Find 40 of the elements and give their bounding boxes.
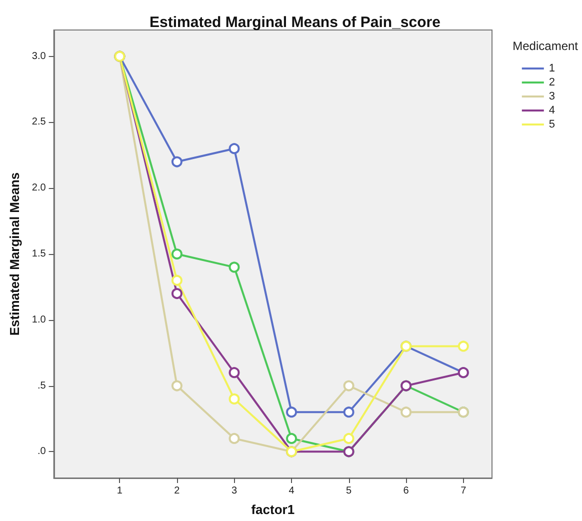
y-tick-label: 2.0 [32,182,46,194]
x-axis-title: factor1 [251,502,295,517]
point [343,432,354,444]
point [171,156,182,168]
legend-label: 4 [548,104,556,116]
x-tick-label: 7 [460,486,467,496]
chart-title: Estimated Marginal Means of Pain_score [150,14,440,31]
point [458,340,469,352]
x-tick-label: 2 [174,486,180,496]
legend-label: 3 [548,90,556,102]
point [286,432,298,444]
y-tick-label: 1.5 [32,248,46,260]
x-tick-label: 4 [288,486,295,496]
y-tick-label: 2.5 [32,116,46,128]
legend-title: Medicament [512,39,579,53]
point [400,406,412,418]
point [343,406,354,418]
point [228,393,240,404]
y-tick-label: .0 [37,446,46,458]
point [228,262,240,273]
point [286,406,298,418]
legend-label: 5 [548,118,556,130]
point [343,380,354,392]
legend-label: 2 [548,76,556,88]
point [171,380,182,392]
x-tick-label: 6 [403,486,410,496]
point [228,432,240,444]
point [228,367,240,378]
y-tick-label: 3.0 [32,50,46,62]
point [171,288,182,300]
y-axis-title: Estimated Marginal Means [7,172,22,336]
x-tick-label: 1 [116,486,123,496]
point [171,274,182,286]
y-tick-label: 1.0 [32,314,46,326]
x-tick-label: 3 [231,486,238,496]
point [228,143,240,154]
point [171,248,182,260]
x-tick-label: 5 [346,486,352,496]
y-tick-label: .5 [37,380,46,392]
legend-label: 1 [548,62,556,74]
